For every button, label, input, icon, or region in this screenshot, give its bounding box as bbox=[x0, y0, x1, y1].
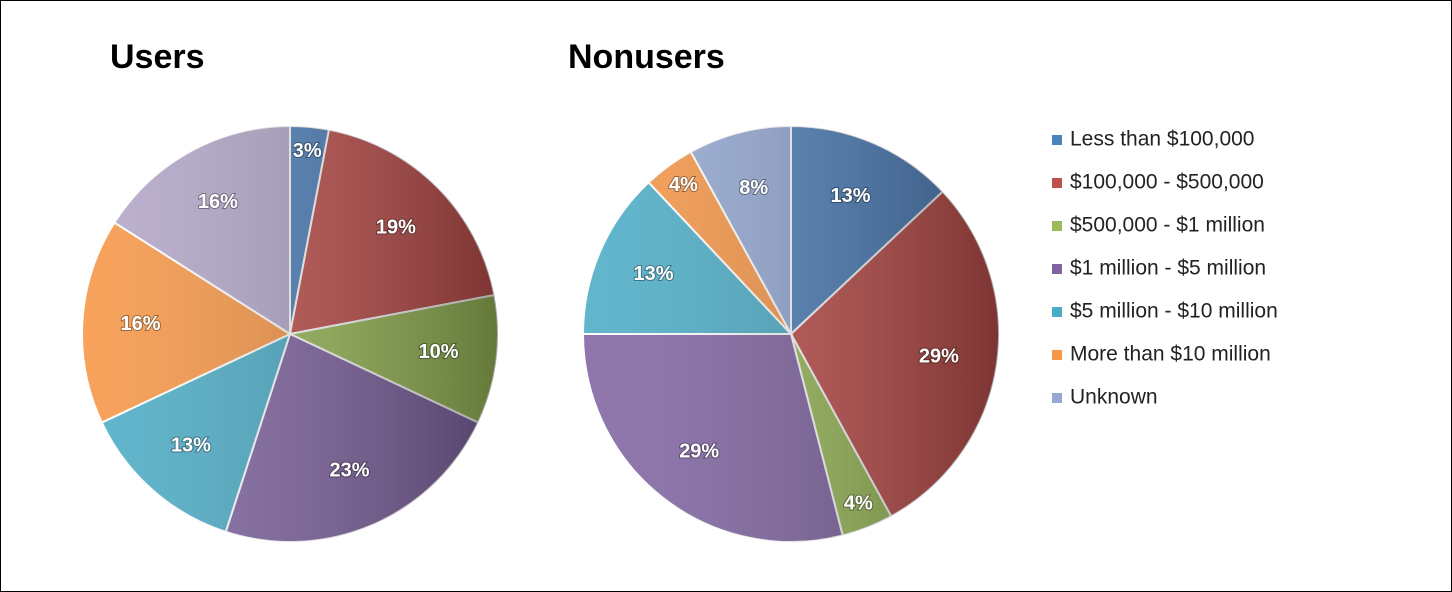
legend-label: $500,000 - $1 million bbox=[1070, 214, 1265, 237]
data-label: 3% bbox=[293, 140, 322, 162]
legend-swatch bbox=[1052, 221, 1062, 231]
data-label: 29% bbox=[679, 441, 719, 463]
data-label: 19% bbox=[376, 216, 416, 238]
data-label: 13% bbox=[830, 185, 870, 207]
data-label: 13% bbox=[171, 435, 211, 457]
data-label: 4% bbox=[669, 174, 698, 196]
legend-label: Unknown bbox=[1070, 386, 1158, 409]
legend-label: $100,000 - $500,000 bbox=[1070, 171, 1264, 194]
data-label: 13% bbox=[634, 263, 674, 285]
legend-label: More than $10 million bbox=[1070, 343, 1271, 366]
data-label: 23% bbox=[329, 460, 369, 482]
chart-title: Nonusers bbox=[568, 38, 725, 76]
data-label: 16% bbox=[198, 191, 238, 213]
data-label: 8% bbox=[739, 177, 768, 199]
legend-label: $1 million - $5 million bbox=[1070, 257, 1266, 280]
data-label: 10% bbox=[419, 341, 459, 363]
legend-swatch bbox=[1052, 264, 1062, 274]
legend-swatch bbox=[1052, 178, 1062, 188]
data-label: 4% bbox=[844, 492, 873, 514]
legend-swatch bbox=[1052, 135, 1062, 145]
data-label: 16% bbox=[121, 313, 161, 335]
chart-title: Users bbox=[110, 38, 205, 76]
legend-swatch bbox=[1052, 393, 1062, 403]
legend-swatch bbox=[1052, 307, 1062, 317]
legend-label: $5 million - $10 million bbox=[1070, 300, 1278, 323]
legend-swatch bbox=[1052, 350, 1062, 360]
data-label: 29% bbox=[919, 346, 959, 368]
legend-label: Less than $100,000 bbox=[1070, 128, 1255, 151]
